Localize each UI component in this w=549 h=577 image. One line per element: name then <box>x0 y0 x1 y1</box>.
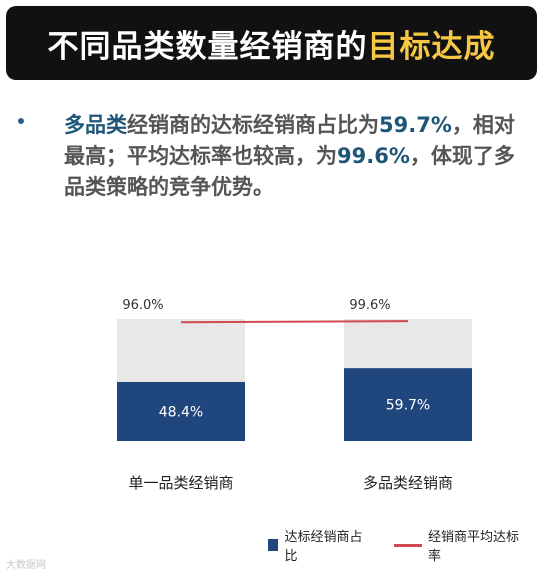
average-rate-line <box>180 320 409 324</box>
stacked-bar-chart: 48.4% 单一品类经销商 96.0% 59.7% 多品类经销商 99.6% <box>117 298 472 492</box>
category-label-0: 单一品类经销商 <box>128 474 233 492</box>
bullet-dot-icon <box>18 118 24 124</box>
legend-line-label: 经销商平均达标率 <box>427 530 519 564</box>
watermark: 大数据网 <box>6 560 46 571</box>
summary-text: 多品类经销商的达标经销商占比为59.7%，相对最高；平均达标率也较高，为99.6… <box>64 110 534 203</box>
legend-line-icon <box>393 543 422 547</box>
title-accent: 目标达成 <box>367 28 496 65</box>
summary-part-2: 59.7% <box>379 113 452 137</box>
legend-item-line: 经销商平均达标率 <box>393 526 519 564</box>
summary-part-1: 经销商的达标经销商占比为 <box>127 113 379 137</box>
legend: 达标经销商占比 经销商平均达标率 <box>268 526 549 564</box>
line-value-label-0: 96.0% <box>122 298 163 313</box>
title-bar: 不同品类数量经销商的目标达成 <box>6 6 537 80</box>
bar-value-label-1: 59.7% <box>386 398 430 414</box>
title-main: 不同品类数量经销商的 <box>47 28 368 65</box>
page-title: 不同品类数量经销商的目标达成 <box>48 21 496 66</box>
category-label-1: 多品类经销商 <box>363 474 453 492</box>
bar-0 <box>117 381 245 441</box>
summary-part-3: ，相对最高；平均达标率也较高，为 <box>64 113 515 168</box>
bar-1 <box>344 368 472 441</box>
legend-swatch-icon <box>268 539 279 551</box>
summary-part-5: ，体现了多品类策略的竞争优势。 <box>64 144 515 199</box>
line-value-label-1: 99.6% <box>349 298 390 313</box>
summary-part-0: 多品类 <box>64 113 127 137</box>
legend-item-bar: 达标经销商占比 <box>268 526 364 564</box>
summary-part-4: 99.6% <box>337 144 410 168</box>
bar-value-label-0: 48.4% <box>159 404 203 420</box>
legend-bar-label: 达标经销商占比 <box>284 530 363 564</box>
